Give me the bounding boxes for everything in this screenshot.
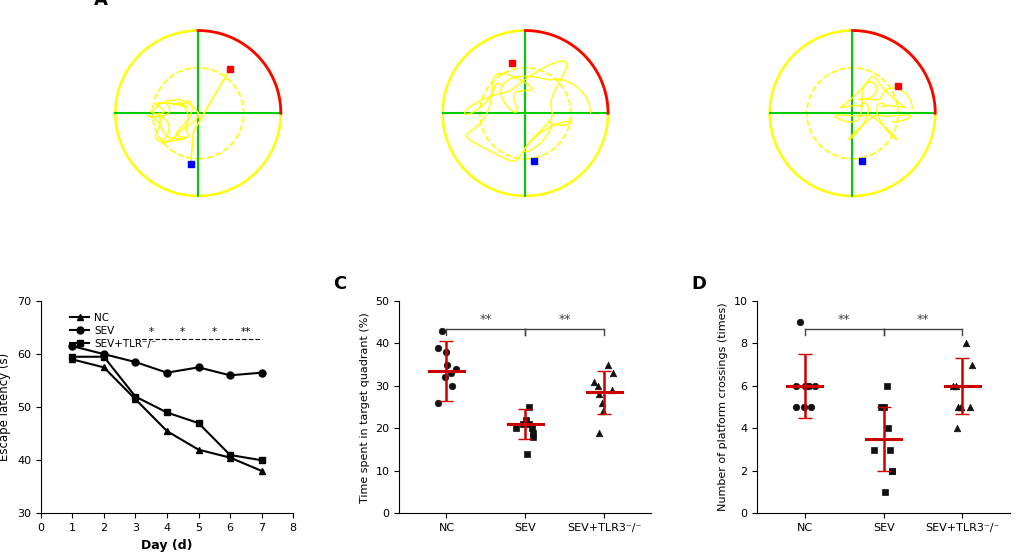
Point	[507, 424, 524, 433]
Point	[438, 348, 454, 357]
Point	[429, 398, 445, 407]
Point	[795, 403, 811, 412]
Point	[590, 390, 606, 399]
Point	[865, 445, 881, 454]
Point	[515, 420, 531, 429]
Point	[949, 424, 965, 433]
X-axis label: Day (d): Day (d)	[141, 538, 193, 552]
Point	[952, 403, 968, 412]
Point	[882, 466, 899, 475]
Point	[442, 369, 459, 378]
Point	[604, 369, 621, 378]
NC	[255, 468, 267, 474]
Point	[949, 403, 965, 412]
Point	[589, 382, 605, 391]
NC	[98, 364, 110, 371]
SEV	[255, 369, 267, 376]
Point	[520, 403, 536, 412]
Point	[429, 343, 445, 352]
Text: **: **	[479, 314, 491, 326]
Point	[594, 407, 610, 416]
Text: *: *	[180, 326, 185, 336]
NC	[66, 356, 78, 363]
Point	[586, 377, 602, 386]
SEV+TLR⁻/⁻	[255, 457, 267, 464]
SEV+TLR⁻/⁻	[193, 420, 205, 426]
Text: D: D	[691, 275, 706, 292]
Point	[594, 398, 610, 407]
Y-axis label: Number of platform crossings (times): Number of platform crossings (times)	[717, 303, 728, 512]
Text: *: *	[149, 326, 154, 336]
Point	[963, 360, 979, 369]
SEV	[193, 364, 205, 371]
SEV+TLR⁻/⁻	[161, 409, 173, 416]
Point	[877, 382, 894, 391]
Point	[523, 424, 539, 433]
Y-axis label: Time spent in target quadrant (%): Time spent in target quadrant (%)	[360, 312, 369, 503]
Point	[797, 382, 813, 391]
SEV	[66, 343, 78, 349]
Y-axis label: Escape latency (s): Escape latency (s)	[0, 353, 11, 461]
NC	[193, 446, 205, 453]
Point	[603, 386, 620, 395]
SEV	[161, 369, 173, 376]
NC	[161, 428, 173, 435]
SEV	[129, 359, 142, 365]
NC	[129, 396, 142, 402]
SEV+TLR⁻/⁻	[224, 451, 236, 458]
Point	[876, 488, 893, 497]
Point	[872, 403, 889, 412]
Line: SEV: SEV	[69, 343, 265, 379]
Point	[802, 403, 818, 412]
Point	[791, 318, 807, 326]
Point	[878, 424, 895, 433]
SEV	[98, 351, 110, 358]
NC	[224, 454, 236, 461]
Legend: NC, SEV, SEV+TLR⁻/⁻: NC, SEV, SEV+TLR⁻/⁻	[66, 309, 161, 353]
Point	[433, 326, 449, 335]
Point	[519, 449, 535, 458]
Text: **: **	[240, 326, 251, 336]
Line: NC: NC	[69, 356, 265, 474]
Point	[953, 403, 969, 412]
Point	[443, 382, 460, 391]
Point	[957, 339, 973, 348]
SEV	[224, 372, 236, 379]
Text: A: A	[94, 0, 108, 9]
Point	[800, 382, 816, 391]
Point	[881, 445, 898, 454]
Point	[525, 428, 541, 437]
Point	[806, 382, 822, 391]
Point	[787, 382, 803, 391]
Point	[438, 360, 454, 369]
Point	[947, 382, 963, 391]
Text: **: **	[558, 314, 571, 326]
Point	[525, 432, 541, 441]
Point	[787, 403, 803, 412]
Line: SEV+TLR⁻/⁻: SEV+TLR⁻/⁻	[69, 353, 265, 464]
Point	[944, 382, 960, 391]
Point	[875, 403, 892, 412]
Text: C: C	[333, 275, 346, 292]
Point	[796, 382, 812, 391]
SEV+TLR⁻/⁻	[129, 393, 142, 400]
Text: *: *	[212, 326, 217, 336]
Point	[521, 420, 537, 429]
Point	[436, 373, 452, 382]
Point	[590, 428, 606, 437]
Point	[599, 360, 615, 369]
Text: **: **	[838, 314, 850, 326]
Point	[517, 416, 533, 425]
Text: **: **	[916, 314, 928, 326]
SEV+TLR⁻/⁻	[66, 353, 78, 360]
SEV+TLR⁻/⁻	[98, 353, 110, 360]
Point	[447, 364, 464, 373]
Point	[961, 403, 977, 412]
Point	[882, 466, 899, 475]
